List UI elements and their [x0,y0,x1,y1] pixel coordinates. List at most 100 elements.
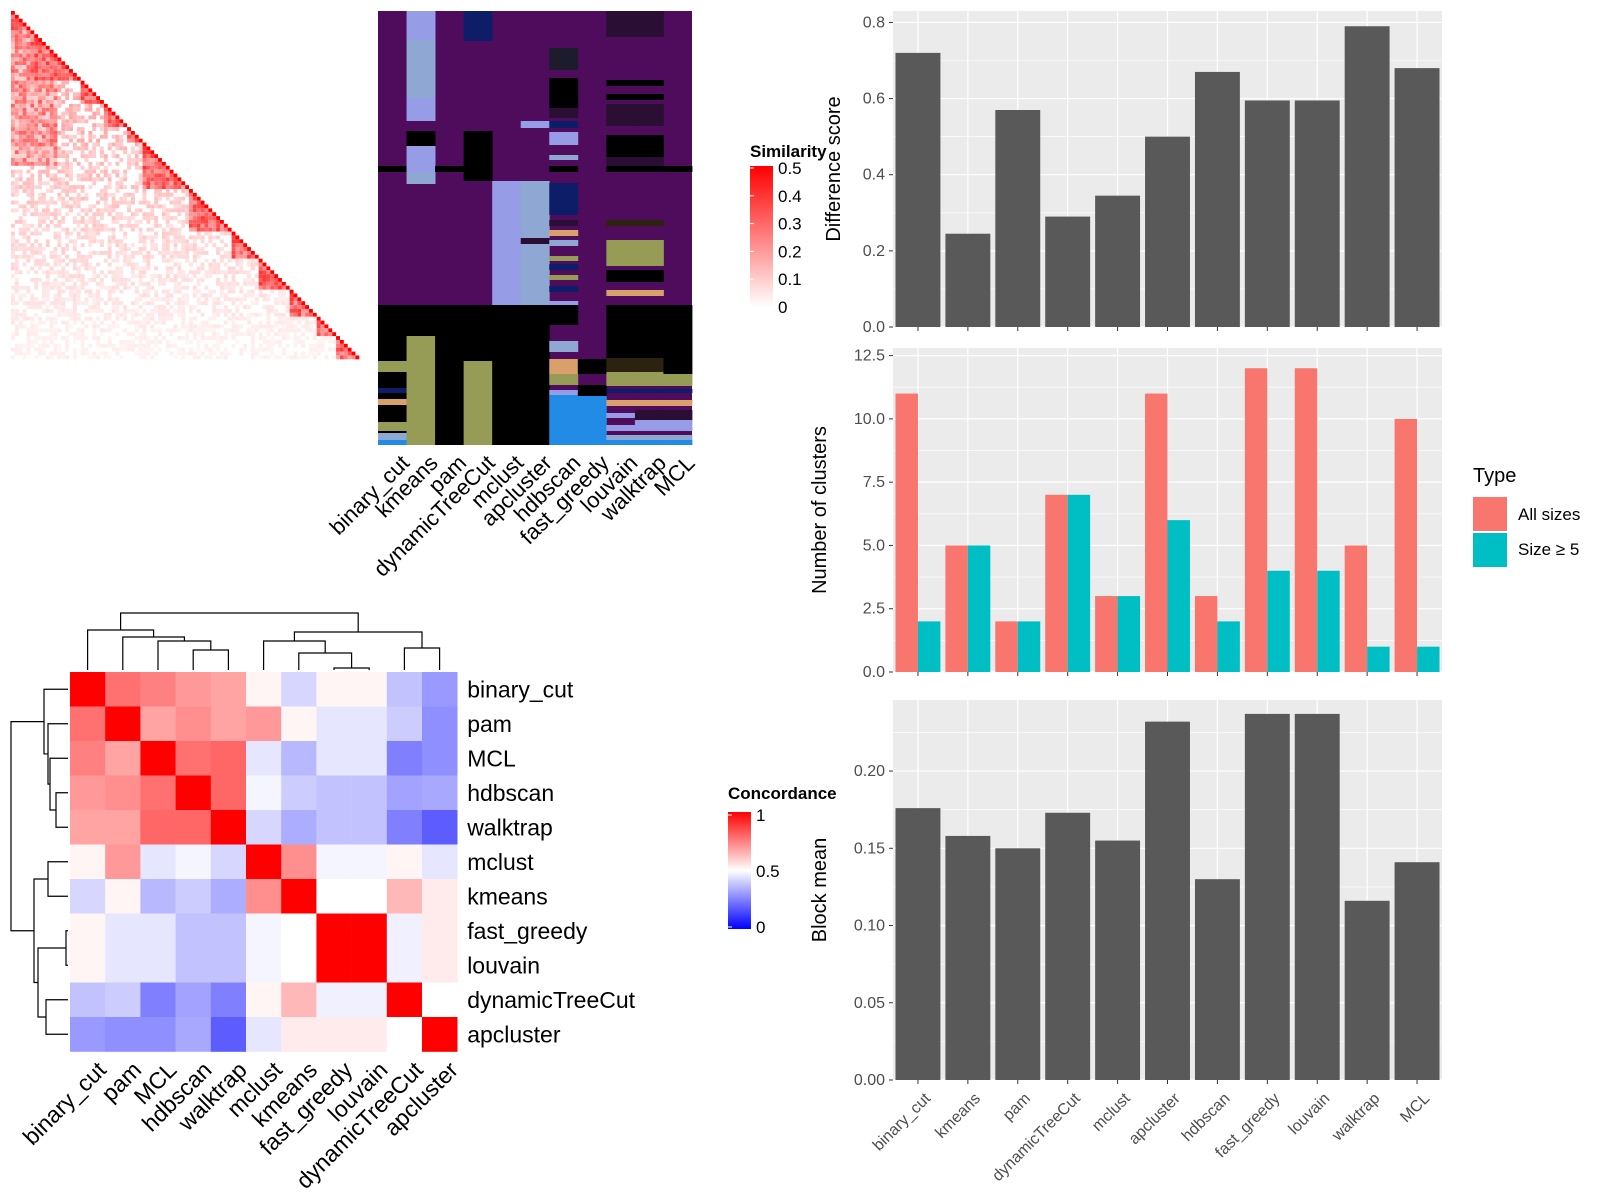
similarity-cell [216,235,220,240]
similarity-cell [45,127,50,131]
similarity-cell [45,69,50,73]
similarity-cell [250,328,255,333]
similarity-cell [328,332,333,337]
similarity-cell [119,343,124,348]
similarity-cell [127,347,131,352]
similarity-cell [80,80,85,85]
assignment-cell [549,359,579,374]
similarity-cell [88,107,93,112]
similarity-cell [30,324,35,329]
similarity-cell [45,262,50,267]
similarity-cell [115,351,120,356]
concordance-cell [105,1017,141,1052]
concordance-cell [246,775,282,811]
similarity-cell [115,297,120,302]
similarity-cell [281,351,286,356]
similarity-cell [111,347,116,352]
similarity-cell [76,219,81,224]
similarity-cell [65,227,70,232]
similarity-cell [208,208,213,213]
similarity-cell [150,324,155,329]
similarity-cell [243,250,248,255]
similarity-cell [165,223,170,228]
similarity-cell [247,328,251,333]
similarity-cell [285,343,290,348]
similarity-cell [88,92,93,97]
similarity-cell [103,189,108,193]
bar [1145,721,1190,1080]
similarity-cell [146,258,151,263]
similarity-cell [189,328,193,333]
similarity-cell [158,278,162,282]
similarity-cell [173,285,178,290]
similarity-cell [196,247,201,251]
similarity-cell [34,161,39,166]
similarity-cell [258,347,263,352]
similarity-cell [142,146,147,151]
similarity-cell [177,312,182,317]
similarity-cell [196,343,201,348]
similarity-cell [258,278,263,282]
similarity-cell [270,274,275,279]
similarity-cell [173,281,178,286]
similarity-cell [18,100,23,104]
similarity-cell [177,239,182,244]
similarity-cell [243,343,248,348]
similarity-cell [18,18,23,23]
similarity-cell [11,332,15,337]
similarity-cell [161,231,166,236]
similarity-cell [115,305,120,309]
similarity-cell [154,181,159,186]
similarity-cell [22,88,27,93]
similarity-cell [30,192,35,197]
concordance-cell [386,810,423,845]
assignment-cell [606,11,636,37]
similarity-cell [150,204,155,209]
x-tick-label: kmeans [932,1090,984,1142]
similarity-cell [138,278,143,282]
similarity-cell [111,343,116,348]
similarity-cell [65,336,70,340]
similarity-cell [107,243,112,248]
similarity-cell [34,297,39,302]
similarity-cell [266,308,271,313]
concordance-cell [281,672,317,707]
similarity-cell [200,227,205,232]
similarity-cell [119,339,124,344]
similarity-cell [107,146,112,151]
similarity-cell [14,34,19,39]
similarity-cell [270,328,275,333]
similarity-cell [103,134,108,139]
similarity-cell [38,316,42,321]
similarity-cell [11,173,15,178]
similarity-cell [119,270,124,275]
similarity-cell [111,200,116,205]
similarity-cell [22,30,27,35]
similarity-cell [278,343,282,348]
similarity-cell [11,262,15,267]
similarity-cell [158,192,162,197]
assignment-cell [606,440,636,445]
assignment-cell [577,359,607,374]
similarity-cell [53,293,58,298]
similarity-cell [26,347,31,352]
similarity-cell [274,312,279,317]
dendrogram-branch [293,631,423,648]
similarity-cell [266,324,271,329]
concordance-cell [175,706,212,742]
concordance-cell [70,810,106,845]
similarity-cell [223,270,228,275]
similarity-cell [88,130,93,135]
similarity-cell [14,127,19,131]
similarity-cell [103,196,108,201]
similarity-cell [165,235,170,240]
similarity-cell [72,274,77,279]
similarity-cell [250,266,255,271]
similarity-cell [100,169,104,174]
similarity-cell [165,189,170,193]
similarity-cell [208,235,213,240]
similarity-cell [30,61,35,66]
similarity-cell [49,96,54,101]
similarity-cell [76,266,81,271]
similarity-cell [134,351,139,356]
